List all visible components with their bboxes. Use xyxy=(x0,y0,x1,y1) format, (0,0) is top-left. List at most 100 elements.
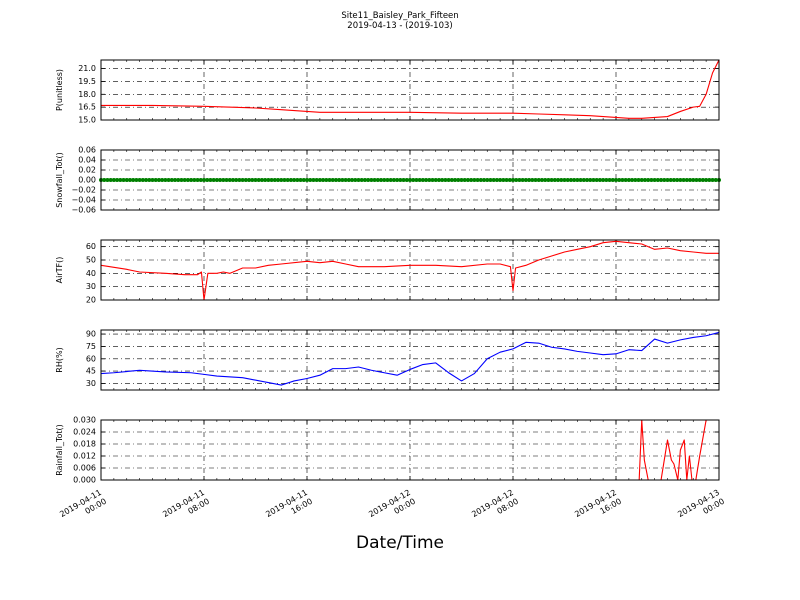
snowfall-point xyxy=(465,178,470,182)
rh-series-line xyxy=(100,331,720,386)
snowfall-point xyxy=(330,178,335,182)
snowfall-point xyxy=(456,178,461,182)
snowfall-point xyxy=(214,178,219,182)
snowfall-point xyxy=(623,178,628,182)
snowfall-point xyxy=(507,178,512,182)
snowfall-point xyxy=(211,178,216,182)
snowfall-point xyxy=(436,178,441,182)
snowfall-point xyxy=(227,178,232,182)
snowfall-point xyxy=(185,178,190,182)
snowfall-point xyxy=(478,178,483,182)
y-tick-label: 15.0 xyxy=(78,116,96,125)
snowfall-point xyxy=(488,178,493,182)
snowfall-point xyxy=(301,178,306,182)
snowfall-point xyxy=(459,178,464,182)
snowfall-point xyxy=(102,178,107,182)
snowfall-point xyxy=(388,178,393,182)
snowfall-point xyxy=(198,178,203,182)
snowfall-point xyxy=(607,178,612,182)
snowfall-point xyxy=(675,178,680,182)
snowfall-point xyxy=(253,178,258,182)
snowfall-point xyxy=(327,178,332,182)
snowfall-point xyxy=(404,178,409,182)
snowfall-point xyxy=(597,178,602,182)
y-tick-label: 60 xyxy=(86,354,96,363)
snowfall-point xyxy=(160,178,165,182)
y-tick-label: −0.02 xyxy=(71,186,96,195)
snowfall-point xyxy=(462,178,467,182)
y-tick-label: −0.04 xyxy=(71,196,96,205)
snowfall-point xyxy=(433,178,438,182)
panel-frame xyxy=(100,149,720,211)
x-tick-label: 2019-04-1300:00 xyxy=(676,488,726,528)
snowfall-point xyxy=(224,178,229,182)
y-axis-label: RH(%) xyxy=(55,347,64,372)
x-tick-label: 2019-04-1208:00 xyxy=(470,488,520,528)
snowfall-point xyxy=(485,178,490,182)
snowfall-point xyxy=(269,178,274,182)
panel-frame xyxy=(100,329,720,391)
snowfall-point xyxy=(562,178,567,182)
snowfall-point xyxy=(556,178,561,182)
snowfall-point xyxy=(539,178,544,182)
snowfall-point xyxy=(527,178,532,182)
snowfall-point xyxy=(533,178,538,182)
snowfall-point xyxy=(646,178,651,182)
snowfall-point xyxy=(127,178,132,182)
snowfall-point xyxy=(292,178,297,182)
snowfall-point xyxy=(572,178,577,182)
snowfall-point xyxy=(662,178,667,182)
snowfall-point xyxy=(408,178,412,182)
snowfall-point xyxy=(520,178,525,182)
snowfall-point xyxy=(282,178,287,182)
snowfall-point xyxy=(295,178,300,182)
snowfall-point xyxy=(369,178,374,182)
snowfall-point xyxy=(121,178,126,182)
snowfall-point xyxy=(498,178,503,182)
snowfall-point xyxy=(568,178,573,182)
snowfall-point xyxy=(475,178,480,182)
snowfall-point xyxy=(585,178,590,182)
snowfall-point xyxy=(285,178,290,182)
snowfall-point xyxy=(517,178,522,182)
snowfall-point xyxy=(324,178,329,182)
panel-frame xyxy=(100,59,720,121)
y-tick-label: 50 xyxy=(86,256,96,265)
snowfall-point xyxy=(552,178,557,182)
snowfall-point xyxy=(279,178,284,182)
y-axis-label: Rainfall_Tot() xyxy=(55,424,64,476)
snowfall-point xyxy=(256,178,261,182)
snowfall-point xyxy=(169,178,174,182)
snowfall-point xyxy=(668,178,673,182)
snowfall-point xyxy=(144,178,149,182)
y-tick-label: 0.006 xyxy=(73,464,96,473)
snowfall-point xyxy=(150,178,155,182)
snowfall-point xyxy=(420,178,425,182)
snowfall-point xyxy=(140,178,145,182)
x-tick-label: 2019-04-1200:00 xyxy=(367,488,417,528)
y-tick-label: 75 xyxy=(86,342,96,351)
snowfall-point xyxy=(494,178,499,182)
y-tick-label: 30 xyxy=(86,379,96,388)
snowfall-point xyxy=(379,178,384,182)
snowfall-point xyxy=(272,178,277,182)
panel-4: 30 45 60 75 90 RH(%) xyxy=(55,329,720,391)
y-axis-label: Snowfall_Tot() xyxy=(55,152,64,208)
snowfall-point xyxy=(208,178,213,182)
snowfall-point xyxy=(230,178,235,182)
y-tick-label: 45 xyxy=(86,367,96,376)
snowfall-point xyxy=(134,178,139,182)
snowfall-point xyxy=(346,178,351,182)
snowfall-point xyxy=(247,178,252,182)
airtf-series-line xyxy=(100,240,719,301)
snowfall-point xyxy=(337,178,342,182)
snowfall-point xyxy=(630,178,635,182)
snowfall-point xyxy=(430,178,435,182)
snowfall-point xyxy=(482,178,487,182)
snowfall-point xyxy=(401,178,406,182)
snowfall-point xyxy=(588,178,593,182)
snowfall-point xyxy=(713,178,718,182)
y-tick-label: 0.018 xyxy=(73,440,96,449)
snowfall-point xyxy=(189,178,194,182)
